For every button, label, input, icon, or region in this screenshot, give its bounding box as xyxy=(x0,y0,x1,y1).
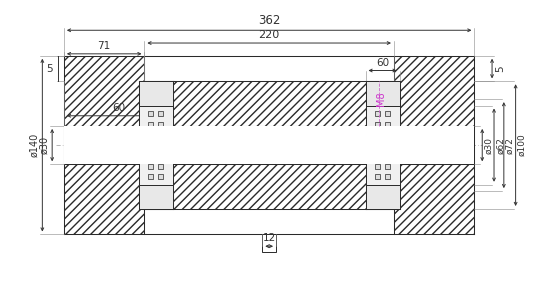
Bar xyxy=(375,174,380,179)
Text: ø30: ø30 xyxy=(484,137,493,154)
Bar xyxy=(139,81,173,105)
Bar xyxy=(139,105,173,185)
Text: 60: 60 xyxy=(112,103,125,113)
Bar xyxy=(158,164,163,169)
Bar xyxy=(148,122,153,126)
Bar xyxy=(366,185,399,209)
Bar xyxy=(385,174,390,179)
Text: 71: 71 xyxy=(97,41,111,51)
Bar xyxy=(64,56,145,235)
Bar xyxy=(148,111,153,116)
Bar xyxy=(375,111,380,116)
Bar xyxy=(158,111,163,116)
Bar xyxy=(158,122,163,126)
Text: M8: M8 xyxy=(376,92,386,106)
Bar xyxy=(158,174,163,179)
Text: 60: 60 xyxy=(376,58,389,68)
Bar xyxy=(148,164,153,169)
Bar xyxy=(148,174,153,179)
Bar xyxy=(139,185,173,209)
Text: 362: 362 xyxy=(258,14,280,27)
Bar xyxy=(366,81,399,105)
Text: ø30: ø30 xyxy=(39,136,49,154)
Bar xyxy=(366,105,399,185)
Bar xyxy=(385,111,390,116)
Text: 5: 5 xyxy=(47,64,53,74)
Text: ø140: ø140 xyxy=(29,133,40,157)
Text: ø62: ø62 xyxy=(496,137,505,154)
Text: 12: 12 xyxy=(262,233,276,243)
Bar xyxy=(385,164,390,169)
Bar xyxy=(145,81,394,209)
Text: ø72: ø72 xyxy=(506,137,515,154)
Bar xyxy=(385,122,390,126)
Bar xyxy=(394,56,475,235)
Bar xyxy=(375,164,380,169)
Bar xyxy=(262,235,276,252)
Text: 220: 220 xyxy=(258,30,280,40)
Text: ø100: ø100 xyxy=(518,134,526,156)
Text: 5: 5 xyxy=(495,65,505,72)
Bar xyxy=(64,126,475,164)
Bar xyxy=(375,122,380,126)
